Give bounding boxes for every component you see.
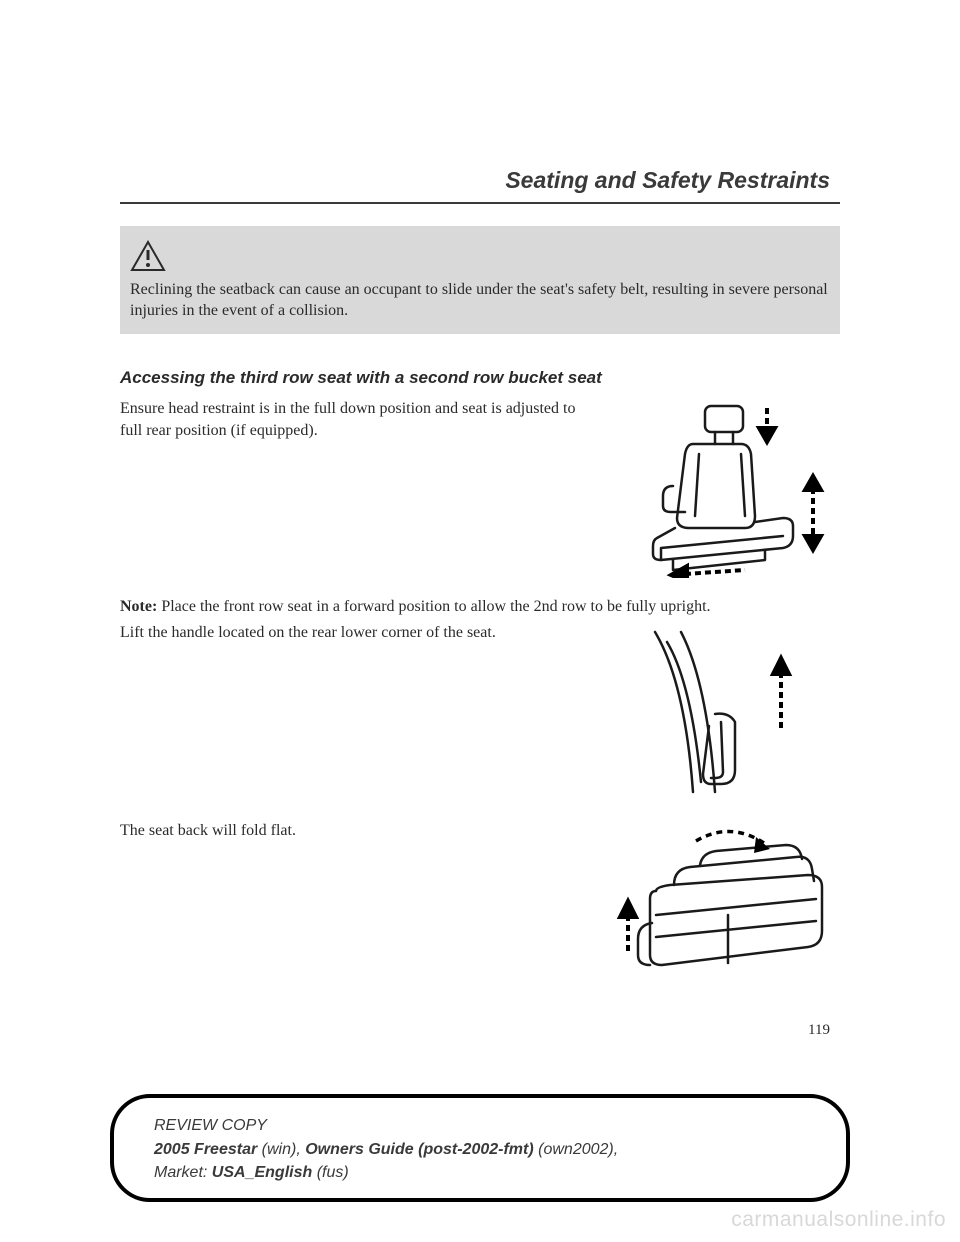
section-header: Seating and Safety Restraints bbox=[120, 155, 840, 204]
step-1-text: Ensure head restraint is in the full dow… bbox=[120, 398, 610, 443]
seat-fold-illustration bbox=[610, 820, 840, 1000]
warning-text: Reclining the seatback can cause an occu… bbox=[130, 279, 830, 322]
footer-line-2: 2005 Freestar (win), Owners Guide (post-… bbox=[154, 1138, 818, 1161]
watermark: carmanualsonline.info bbox=[731, 1208, 946, 1232]
footer-guide-suffix: (own2002), bbox=[538, 1141, 618, 1158]
footer-box: REVIEW COPY 2005 Freestar (win), Owners … bbox=[110, 1094, 850, 1202]
subsection-heading: Accessing the third row seat with a seco… bbox=[120, 368, 840, 388]
page-content: Seating and Safety Restraints Reclining … bbox=[0, 0, 960, 1039]
step-2-text: Lift the handle located on the rear lowe… bbox=[120, 622, 610, 644]
footer-guide: Owners Guide (post-2002-fmt) bbox=[305, 1141, 533, 1158]
warning-box: Reclining the seatback can cause an occu… bbox=[120, 226, 840, 334]
step-3-row: The seat back will fold flat. bbox=[120, 820, 840, 1000]
note-line: Note: Place the front row seat in a forw… bbox=[120, 596, 840, 618]
footer-review: REVIEW COPY bbox=[154, 1114, 818, 1137]
footer-model-suffix: (win) bbox=[262, 1141, 297, 1158]
warning-triangle-icon bbox=[130, 240, 166, 279]
note-text: Place the front row seat in a forward po… bbox=[157, 598, 710, 615]
seat-adjust-illustration bbox=[610, 398, 840, 578]
footer-model: 2005 Freestar bbox=[154, 1141, 257, 1158]
footer-market-label: Market: bbox=[154, 1164, 207, 1181]
step-2-row: Lift the handle located on the rear lowe… bbox=[120, 622, 840, 802]
note-label: Note: bbox=[120, 598, 157, 615]
footer-line-3: Market: USA_English (fus) bbox=[154, 1161, 818, 1184]
footer-market-suffix: (fus) bbox=[317, 1164, 349, 1181]
footer-market: USA_English bbox=[212, 1164, 312, 1181]
step-1-row: Ensure head restraint is in the full dow… bbox=[120, 398, 840, 578]
step-3-text: The seat back will fold flat. bbox=[120, 820, 610, 842]
seat-handle-illustration bbox=[610, 622, 840, 802]
page-number: 119 bbox=[120, 1022, 840, 1039]
